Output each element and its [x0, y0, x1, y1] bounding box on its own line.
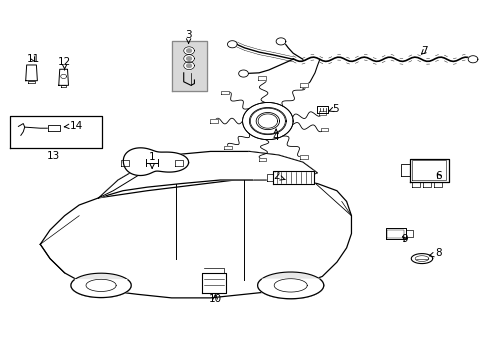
Polygon shape [405, 230, 412, 237]
Polygon shape [257, 279, 323, 299]
Polygon shape [258, 76, 265, 80]
Polygon shape [59, 69, 68, 85]
Polygon shape [433, 182, 441, 187]
Polygon shape [300, 83, 307, 87]
Polygon shape [186, 49, 191, 53]
Polygon shape [318, 111, 325, 115]
Polygon shape [320, 128, 328, 131]
Polygon shape [123, 148, 188, 176]
Polygon shape [317, 107, 327, 113]
Polygon shape [276, 38, 285, 45]
Polygon shape [61, 85, 66, 87]
Polygon shape [257, 272, 323, 299]
Polygon shape [274, 279, 306, 292]
Polygon shape [409, 158, 448, 182]
Text: 1: 1 [148, 152, 155, 168]
Text: 5: 5 [328, 104, 339, 113]
Polygon shape [71, 273, 131, 298]
Polygon shape [40, 180, 351, 298]
Polygon shape [183, 47, 194, 55]
Text: 10: 10 [208, 294, 222, 303]
Polygon shape [242, 103, 292, 140]
Polygon shape [422, 182, 430, 187]
Polygon shape [411, 182, 419, 187]
Polygon shape [71, 280, 131, 298]
Polygon shape [400, 164, 409, 176]
Polygon shape [467, 56, 477, 63]
Polygon shape [249, 152, 317, 180]
Text: 13: 13 [47, 151, 61, 161]
Polygon shape [99, 155, 171, 198]
Text: 11: 11 [26, 54, 40, 64]
Polygon shape [238, 70, 248, 77]
Polygon shape [410, 253, 432, 264]
Text: 4: 4 [272, 129, 279, 142]
Polygon shape [171, 41, 206, 91]
Text: 9: 9 [401, 234, 407, 244]
Text: 3: 3 [185, 30, 191, 44]
Polygon shape [28, 81, 35, 83]
Polygon shape [221, 91, 228, 94]
Polygon shape [186, 64, 191, 67]
Polygon shape [272, 171, 313, 184]
Polygon shape [183, 62, 194, 69]
Polygon shape [47, 125, 60, 131]
Polygon shape [203, 267, 223, 273]
Text: 6: 6 [435, 171, 442, 181]
Text: 2: 2 [272, 171, 285, 181]
Polygon shape [201, 273, 225, 293]
Text: 14: 14 [64, 121, 83, 131]
Polygon shape [186, 57, 191, 60]
Polygon shape [227, 41, 237, 48]
Polygon shape [258, 158, 266, 161]
Polygon shape [26, 65, 37, 81]
Polygon shape [99, 152, 317, 198]
Polygon shape [385, 228, 405, 239]
Text: 12: 12 [58, 57, 71, 70]
Text: 7: 7 [420, 46, 427, 57]
Polygon shape [61, 74, 66, 78]
Polygon shape [10, 116, 102, 148]
Polygon shape [266, 174, 272, 181]
Polygon shape [183, 55, 194, 63]
Polygon shape [86, 279, 116, 292]
Text: 8: 8 [428, 248, 442, 258]
Polygon shape [210, 119, 218, 123]
Polygon shape [224, 146, 231, 149]
Polygon shape [175, 160, 183, 166]
Polygon shape [121, 160, 129, 166]
Polygon shape [299, 155, 307, 159]
